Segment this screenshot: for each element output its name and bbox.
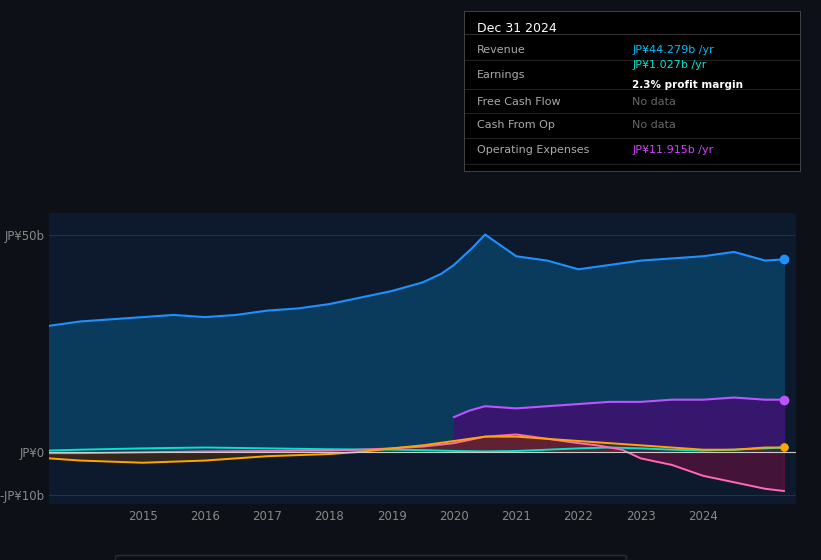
Text: JP¥11.915b /yr: JP¥11.915b /yr bbox=[632, 145, 713, 155]
Text: No data: No data bbox=[632, 119, 676, 129]
Text: Free Cash Flow: Free Cash Flow bbox=[477, 97, 561, 107]
Text: 2.3% profit margin: 2.3% profit margin bbox=[632, 80, 743, 90]
Text: Revenue: Revenue bbox=[477, 44, 526, 54]
Text: JP¥44.279b /yr: JP¥44.279b /yr bbox=[632, 44, 714, 54]
Text: JP¥1.027b /yr: JP¥1.027b /yr bbox=[632, 60, 707, 71]
Legend: Revenue, Earnings, Free Cash Flow, Cash From Op, Operating Expenses: Revenue, Earnings, Free Cash Flow, Cash … bbox=[115, 555, 626, 560]
Text: Dec 31 2024: Dec 31 2024 bbox=[477, 22, 557, 35]
Text: Cash From Op: Cash From Op bbox=[477, 119, 555, 129]
Text: Earnings: Earnings bbox=[477, 70, 525, 80]
Text: Operating Expenses: Operating Expenses bbox=[477, 145, 589, 155]
Text: No data: No data bbox=[632, 97, 676, 107]
